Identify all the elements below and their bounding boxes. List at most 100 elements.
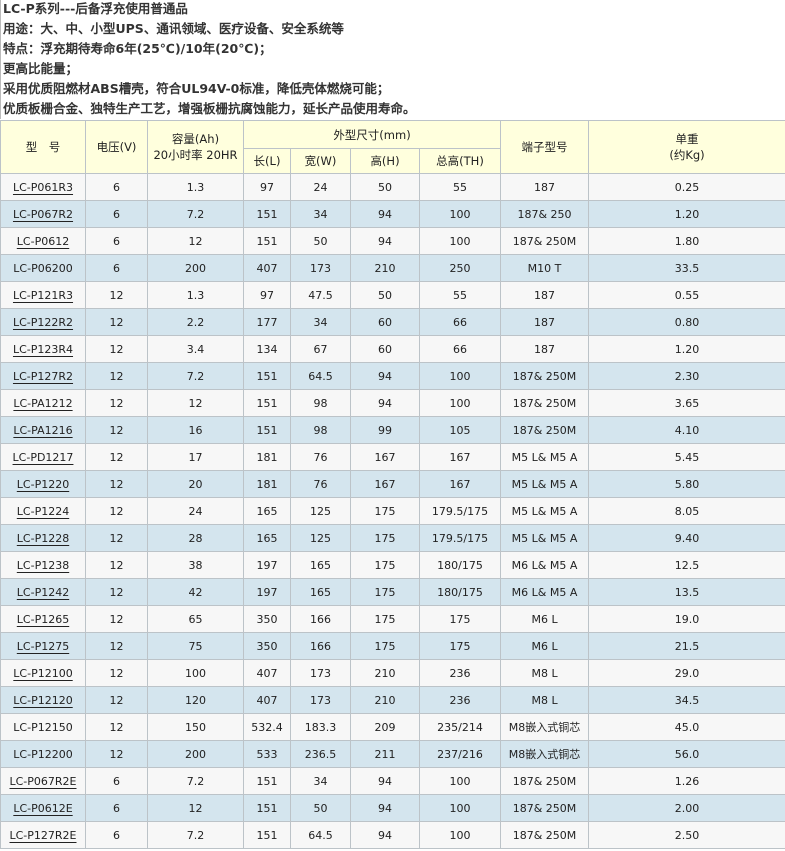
cell-height: 210	[350, 686, 420, 714]
cell-height: 175	[350, 524, 420, 552]
model-text: LC-P12150	[13, 720, 73, 734]
model-link[interactable]: LC-P121R3	[12, 288, 74, 302]
cell-total-height: 100	[418, 389, 502, 417]
cell-width: 64.5	[290, 821, 351, 849]
cell-terminal: 187& 250M	[500, 416, 590, 444]
cell-voltage: 12	[85, 686, 148, 714]
cell-total-height: 167	[418, 443, 502, 471]
cell-capacity: 12	[147, 794, 244, 822]
cell-voltage: 6	[85, 227, 148, 255]
cell-length: 407	[243, 686, 291, 714]
cell-total-height: 236	[418, 686, 502, 714]
cell-voltage: 12	[85, 713, 148, 741]
model-link[interactable]: LC-P1224	[16, 504, 70, 518]
cell-terminal: M8 L	[500, 659, 590, 687]
cell-capacity: 2.2	[147, 308, 244, 336]
model-link[interactable]: LC-P1275	[16, 639, 70, 653]
cell-width: 236.5	[290, 740, 351, 768]
model-link[interactable]: LC-P127R2E	[9, 828, 77, 842]
cell-terminal: M8嵌入式铜芯	[500, 713, 590, 741]
cell-length: 407	[243, 659, 291, 687]
cell-total-height: 100	[418, 200, 502, 228]
cell-terminal: M5 L& M5 A	[500, 443, 590, 471]
model-link[interactable]: LC-P0612	[16, 234, 70, 248]
cell-capacity: 28	[147, 524, 244, 552]
cell-terminal: 187& 250M	[500, 767, 590, 795]
cell-height: 94	[350, 794, 420, 822]
cell-height: 94	[350, 767, 420, 795]
cell-width: 183.3	[290, 713, 351, 741]
cell-height: 210	[350, 659, 420, 687]
model-link[interactable]: LC-PA1212	[13, 396, 73, 410]
model-link[interactable]: LC-P1220	[16, 477, 70, 491]
cell-height: 175	[350, 551, 420, 579]
cell-height: 60	[350, 308, 420, 336]
cell-terminal: M10 T	[500, 254, 590, 282]
cell-voltage: 6	[85, 173, 148, 201]
table-row: LC-P1275 12 75 350 166 175 175 M6 L 21.5	[0, 632, 785, 660]
header-weight: 单重 (约Kg)	[588, 120, 785, 174]
table-row: LC-PD1217 12 17 181 76 167 167 M5 L& M5 A 5.45	[0, 443, 785, 471]
cell-length: 532.4	[243, 713, 291, 741]
cell-capacity: 3.4	[147, 335, 244, 363]
model-link[interactable]: LC-P122R2	[12, 315, 74, 329]
model-link[interactable]: LC-P1265	[16, 612, 70, 626]
cell-length: 151	[243, 227, 291, 255]
model-link[interactable]: LC-P1242	[16, 585, 70, 599]
cell-length: 151	[243, 794, 291, 822]
cell-length: 165	[243, 524, 291, 552]
table-row: LC-P122R2 12 2.2 177 34 60 66 187 0.80	[0, 308, 785, 336]
feature-line: 特点：浮充期待寿命6年(25℃)/10年(20℃)；	[3, 41, 272, 56]
model-link[interactable]: LC-P061R3	[12, 180, 74, 194]
cell-height: 210	[350, 254, 420, 282]
model-link[interactable]: LC-P123R4	[12, 342, 74, 356]
cell-total-height: 180/175	[418, 551, 502, 579]
model-link[interactable]: LC-PD1217	[12, 450, 74, 464]
table-row: LC-P1265 12 65 350 166 175 175 M6 L 19.0	[0, 605, 785, 633]
model-link[interactable]: LC-P0612E	[13, 801, 73, 815]
cell-width: 173	[290, 686, 351, 714]
model-link[interactable]: LC-P12100	[13, 666, 73, 680]
cell-height: 209	[350, 713, 420, 741]
header-voltage: 电压(V)	[85, 120, 148, 174]
table-row: LC-PA1212 12 12 151 98 94 100 187& 250M 3.65	[0, 389, 785, 417]
cell-length: 181	[243, 470, 291, 498]
model-text: LC-P12200	[13, 747, 73, 761]
cell-weight: 9.40	[588, 524, 785, 552]
table-row: LC-P1228 12 28 165 125 175 179.5/175 M5 L& M5 A…	[0, 524, 785, 552]
cell-height: 60	[350, 335, 420, 363]
cell-voltage: 12	[85, 497, 148, 525]
cell-width: 50	[290, 794, 351, 822]
cell-weight: 4.10	[588, 416, 785, 444]
feature-line: 优质板栅合金、独特生产工艺，增强板栅抗腐蚀能力，延长产品使用寿命。	[3, 101, 416, 116]
header-terminal: 端子型号	[500, 120, 590, 174]
model-link[interactable]: LC-PA1216	[13, 423, 73, 437]
cell-capacity: 7.2	[147, 821, 244, 849]
model-link[interactable]: LC-P067R2E	[9, 774, 77, 788]
cell-height: 50	[350, 281, 420, 309]
header-total-height: 总高(TH)	[418, 148, 502, 174]
model-link[interactable]: LC-P067R2	[12, 207, 74, 221]
cell-model: LC-P1228	[0, 524, 86, 552]
model-link[interactable]: LC-P12120	[13, 693, 73, 707]
header-capacity-line1: 容量(Ah)	[171, 132, 220, 146]
table-row: LC-P0612E 6 12 151 50 94 100 187& 250M 2.00	[0, 794, 785, 822]
model-link[interactable]: LC-P127R2	[12, 369, 74, 383]
cell-weight: 0.25	[588, 173, 785, 201]
cell-weight: 2.30	[588, 362, 785, 390]
cell-length: 97	[243, 281, 291, 309]
cell-terminal: 187	[500, 335, 590, 363]
cell-total-height: 55	[418, 281, 502, 309]
model-link[interactable]: LC-P1238	[16, 558, 70, 572]
model-link[interactable]: LC-P1228	[16, 531, 70, 545]
cell-voltage: 12	[85, 443, 148, 471]
cell-voltage: 12	[85, 389, 148, 417]
cell-capacity: 42	[147, 578, 244, 606]
cell-model: LC-PA1216	[0, 416, 86, 444]
cell-model: LC-P1238	[0, 551, 86, 579]
header-capacity-line2: 20小时率 20HR	[153, 148, 238, 162]
cell-total-height: 236	[418, 659, 502, 687]
cell-capacity: 7.2	[147, 200, 244, 228]
cell-total-height: 179.5/175	[418, 524, 502, 552]
cell-model: LC-P12120	[0, 686, 86, 714]
